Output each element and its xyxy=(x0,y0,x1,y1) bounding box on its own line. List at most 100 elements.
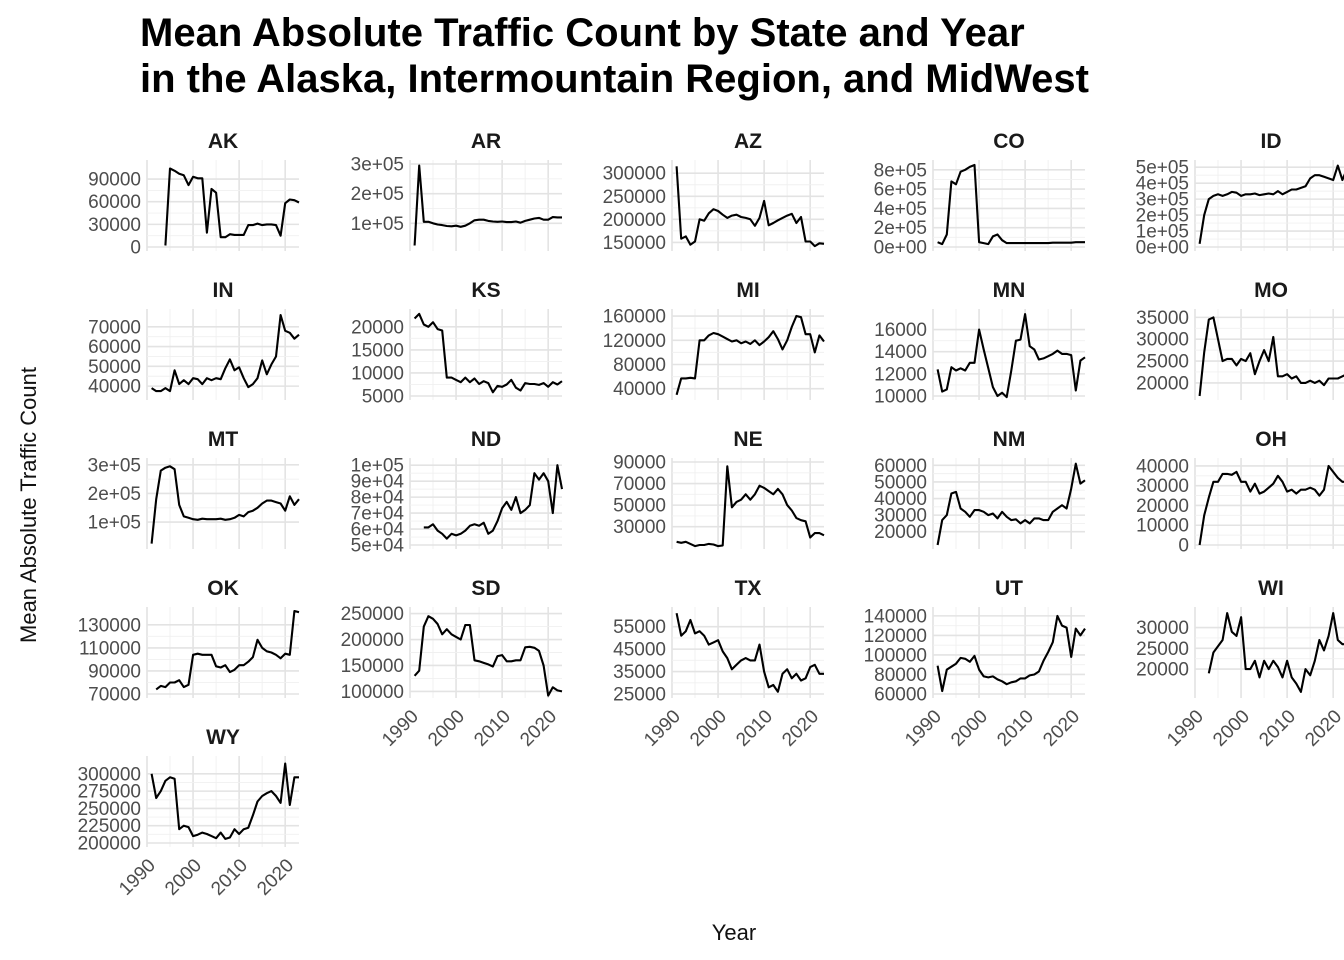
y-tick-label: 4e+05 xyxy=(1136,174,1189,195)
y-tick-label: 120000 xyxy=(603,331,666,352)
y-tick-label: 70000 xyxy=(88,317,141,338)
facet-label: KS xyxy=(471,279,500,302)
y-tick-label: 25000 xyxy=(1136,352,1189,373)
y-tick-label: 60000 xyxy=(88,337,141,358)
facet-mt: 1e+05 2e+05 3e+05 MT xyxy=(88,428,300,549)
y-tick-label: 6e+04 xyxy=(351,520,405,541)
chart-title: Mean Absolute Traffic Count by State and… xyxy=(140,10,1089,102)
y-tick-label: 5e+05 xyxy=(1136,158,1189,179)
y-tick-label: 3e+05 xyxy=(351,155,404,176)
series-line-sd xyxy=(413,615,563,697)
series-line-nd xyxy=(423,464,564,540)
x-tick-label: 2000 xyxy=(947,706,992,751)
x-tick-label: 2020 xyxy=(1039,706,1084,751)
y-tick-label: 150000 xyxy=(603,233,666,254)
y-tick-label: 2e+05 xyxy=(351,184,404,205)
facet-label: NE xyxy=(733,428,762,451)
facet-label: AZ xyxy=(734,130,762,153)
x-tick-label: 2020 xyxy=(778,706,823,751)
y-tick-label: 140000 xyxy=(864,606,927,627)
series-line-id xyxy=(1198,164,1344,244)
facet-label: IN xyxy=(213,279,234,302)
series-line-mt xyxy=(150,465,300,544)
y-tick-label: 1e+05 xyxy=(1136,222,1189,243)
x-tick-label: 1990 xyxy=(378,706,423,751)
facet-label: AK xyxy=(208,130,238,153)
facet-label: CO xyxy=(993,130,1025,153)
y-tick-label: 20000 xyxy=(1136,660,1189,681)
facet-label: OK xyxy=(207,577,239,600)
y-tick-label: 40000 xyxy=(1136,456,1189,477)
y-tick-label: 4e+05 xyxy=(874,199,927,220)
y-tick-label: 2e+05 xyxy=(1136,206,1189,227)
y-tick-label: 300000 xyxy=(603,164,666,185)
y-tick-label: 40000 xyxy=(613,379,666,400)
y-tick-label: 110000 xyxy=(79,638,141,659)
y-tick-label: 40000 xyxy=(874,489,927,510)
y-tick-label: 30000 xyxy=(613,517,666,538)
y-tick-label: 250000 xyxy=(341,604,404,625)
facet-label: OH xyxy=(1255,428,1287,451)
y-tick-label: 15000 xyxy=(351,340,404,361)
y-tick-label: 60000 xyxy=(88,192,141,213)
x-tick-label: 2000 xyxy=(1209,706,1254,751)
series-line-ok xyxy=(155,609,300,691)
facet-label: ND xyxy=(471,428,501,451)
series-line-mn xyxy=(936,313,1086,399)
y-tick-label: 225000 xyxy=(78,816,141,837)
x-tick-label: 2000 xyxy=(424,706,469,751)
facet-panels: 0300006000090000AK1e+052e+053e+05AR15000… xyxy=(78,130,1344,900)
y-tick-label: 120000 xyxy=(864,626,927,647)
y-tick-label: 9e+04 xyxy=(351,472,405,493)
y-tick-label: 275000 xyxy=(78,782,141,803)
y-tick-label: 200000 xyxy=(78,834,141,855)
x-tick-label: 2020 xyxy=(1301,706,1344,751)
x-tick-label: 2020 xyxy=(253,855,298,900)
y-tick-label: 0e+00 xyxy=(874,238,927,259)
y-tick-label: 100000 xyxy=(341,682,404,703)
y-tick-label: 8e+04 xyxy=(351,488,405,509)
y-tick-label: 0 xyxy=(1178,536,1189,557)
y-tick-label: 0e+00 xyxy=(1136,238,1189,259)
y-tick-label: 16000 xyxy=(874,320,927,341)
y-tick-label: 35000 xyxy=(1136,308,1189,329)
y-tick-label: 50000 xyxy=(88,357,141,378)
y-tick-label: 90000 xyxy=(88,661,141,682)
y-tick-label: 250000 xyxy=(78,799,141,820)
facet-ar: 1e+05 2e+05 3e+05 AR xyxy=(351,130,562,251)
y-axis-title: Mean Absolute Traffic Count xyxy=(16,367,41,643)
facet-label: MI xyxy=(736,279,759,302)
x-tick-label: 2010 xyxy=(993,706,1038,751)
facet-label: MT xyxy=(208,428,238,451)
x-tick-label: 2010 xyxy=(207,855,252,900)
y-tick-label: 160000 xyxy=(603,307,666,328)
facet-label: AR xyxy=(471,130,501,153)
y-tick-label: 250000 xyxy=(603,187,666,208)
y-tick-label: 1e+05 xyxy=(88,513,141,534)
series-line-ks xyxy=(413,312,563,394)
series-line-nm xyxy=(936,462,1086,546)
series-line-tx xyxy=(675,612,824,693)
y-tick-label: 60000 xyxy=(874,456,927,477)
y-tick-label: 60000 xyxy=(874,685,927,706)
y-tick-label: 30000 xyxy=(1136,476,1189,497)
series-line-mi xyxy=(675,314,825,396)
y-tick-label: 3e+05 xyxy=(88,455,141,476)
y-tick-label: 200000 xyxy=(603,210,666,231)
series-line-in xyxy=(151,313,300,393)
x-tick-label: 2000 xyxy=(686,706,731,751)
facet-label: UT xyxy=(995,577,1023,600)
facet-label: SD xyxy=(471,577,500,600)
facet-label: ID xyxy=(1261,130,1282,153)
